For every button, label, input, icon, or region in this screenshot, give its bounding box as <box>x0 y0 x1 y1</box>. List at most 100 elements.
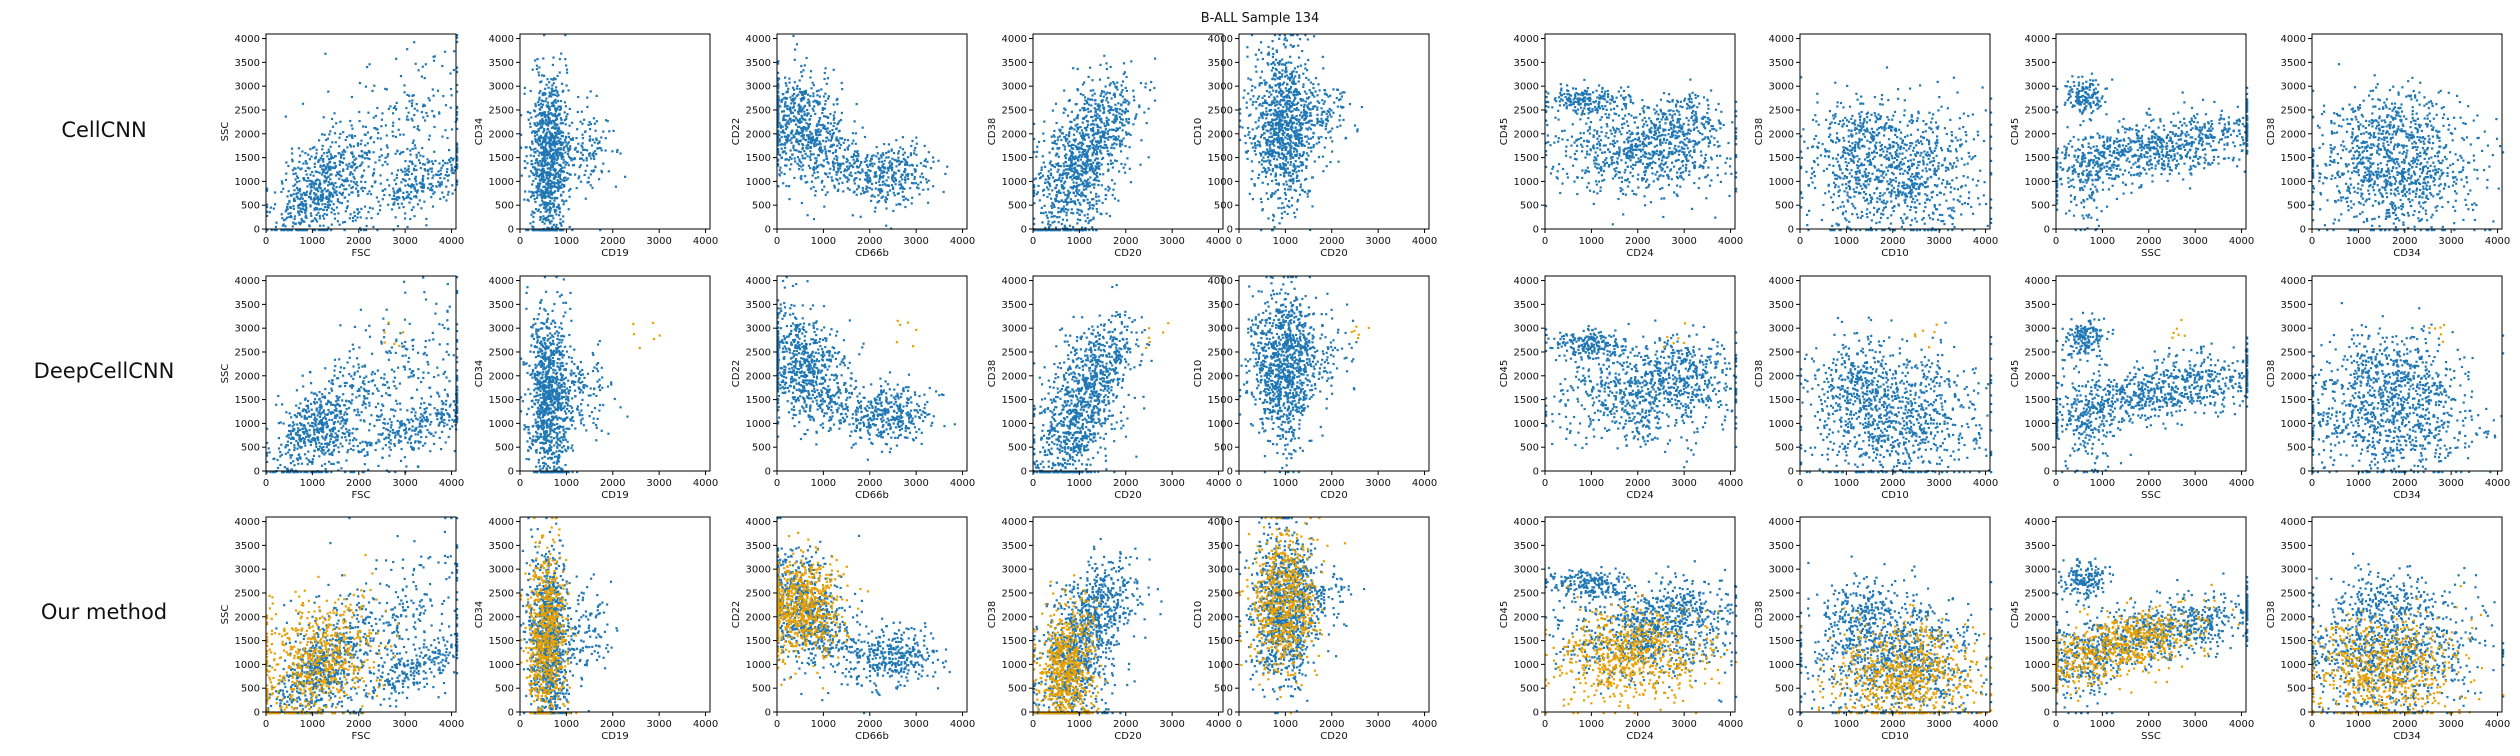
data-point <box>441 664 445 667</box>
data-point <box>293 199 296 202</box>
data-point <box>404 595 407 598</box>
data-point <box>382 404 385 408</box>
data-point <box>544 190 547 193</box>
data-point <box>320 450 323 453</box>
data-point <box>380 409 383 412</box>
data-point <box>368 324 371 327</box>
data-point <box>424 419 427 422</box>
data-point <box>554 174 557 177</box>
highlight-point <box>325 685 328 688</box>
data-point <box>317 203 320 206</box>
data-point <box>381 189 385 192</box>
data-point <box>446 412 449 415</box>
data-point <box>317 661 320 664</box>
data-point <box>422 155 425 158</box>
data-point <box>554 110 557 113</box>
data-point <box>285 161 288 164</box>
data-point <box>349 653 352 656</box>
data-point <box>355 157 358 160</box>
data-point <box>302 191 305 194</box>
highlight-point <box>350 662 353 665</box>
data-point <box>383 438 386 441</box>
data-point <box>451 192 454 195</box>
data-point <box>334 444 337 447</box>
y-axis-label: SSC <box>220 122 231 142</box>
data-point <box>305 206 308 210</box>
data-point <box>351 220 354 223</box>
data-point <box>553 162 556 165</box>
data-point <box>423 168 426 171</box>
data-point <box>533 135 537 138</box>
data-point <box>542 168 545 171</box>
data-point <box>308 167 311 170</box>
data-point <box>540 125 543 128</box>
data-point <box>456 409 459 412</box>
data-point <box>556 129 559 132</box>
data-point <box>387 153 390 156</box>
data-point <box>437 561 440 564</box>
data-point <box>362 387 366 390</box>
data-point <box>413 669 416 672</box>
data-point <box>427 657 430 660</box>
data-point <box>534 208 538 211</box>
data-point <box>352 710 355 713</box>
data-point <box>589 173 592 176</box>
data-point <box>380 376 383 379</box>
data-point <box>407 376 410 379</box>
data-point <box>543 178 547 182</box>
data-point <box>370 444 373 447</box>
data-point <box>330 192 333 195</box>
data-point <box>381 383 385 386</box>
data-point <box>398 637 401 640</box>
data-point <box>401 354 404 357</box>
highlight-point <box>348 647 351 650</box>
data-point <box>361 174 364 177</box>
data-point <box>394 135 398 138</box>
data-point <box>411 339 414 342</box>
data-point <box>367 211 370 214</box>
data-point <box>543 204 546 207</box>
highlight-point <box>306 617 309 620</box>
data-point <box>284 659 287 662</box>
data-point <box>299 428 302 431</box>
data-point <box>453 609 456 612</box>
highlight-point <box>306 637 309 640</box>
data-point <box>548 186 551 189</box>
data-point <box>558 176 561 179</box>
data-point <box>336 653 340 656</box>
data-point <box>370 414 373 417</box>
highlight-point <box>346 650 349 654</box>
highlight-point <box>352 611 355 614</box>
data-point <box>384 679 387 682</box>
data-point <box>325 446 328 449</box>
data-point <box>557 132 560 135</box>
data-point <box>443 388 446 391</box>
data-point <box>456 180 459 183</box>
data-point <box>300 415 303 418</box>
data-point <box>437 641 440 644</box>
data-point <box>320 668 323 671</box>
data-point <box>403 280 406 283</box>
data-point <box>320 173 323 176</box>
data-point <box>400 342 404 345</box>
highlight-point <box>329 623 332 626</box>
data-point <box>314 670 317 673</box>
data-point <box>319 415 322 418</box>
data-point <box>413 674 416 677</box>
data-point <box>425 354 428 357</box>
data-point <box>441 164 445 167</box>
data-point <box>545 219 548 222</box>
highlight-point <box>315 639 318 642</box>
data-point <box>346 200 349 203</box>
data-point <box>313 162 316 165</box>
data-point <box>343 413 346 416</box>
data-point <box>557 203 560 206</box>
data-point <box>540 153 543 156</box>
data-point <box>410 208 413 211</box>
data-point <box>340 175 343 178</box>
x-tick-label: 4000 <box>439 719 464 730</box>
data-point <box>296 197 299 200</box>
data-point <box>292 221 295 224</box>
data-point <box>290 147 294 150</box>
data-point <box>296 441 300 444</box>
